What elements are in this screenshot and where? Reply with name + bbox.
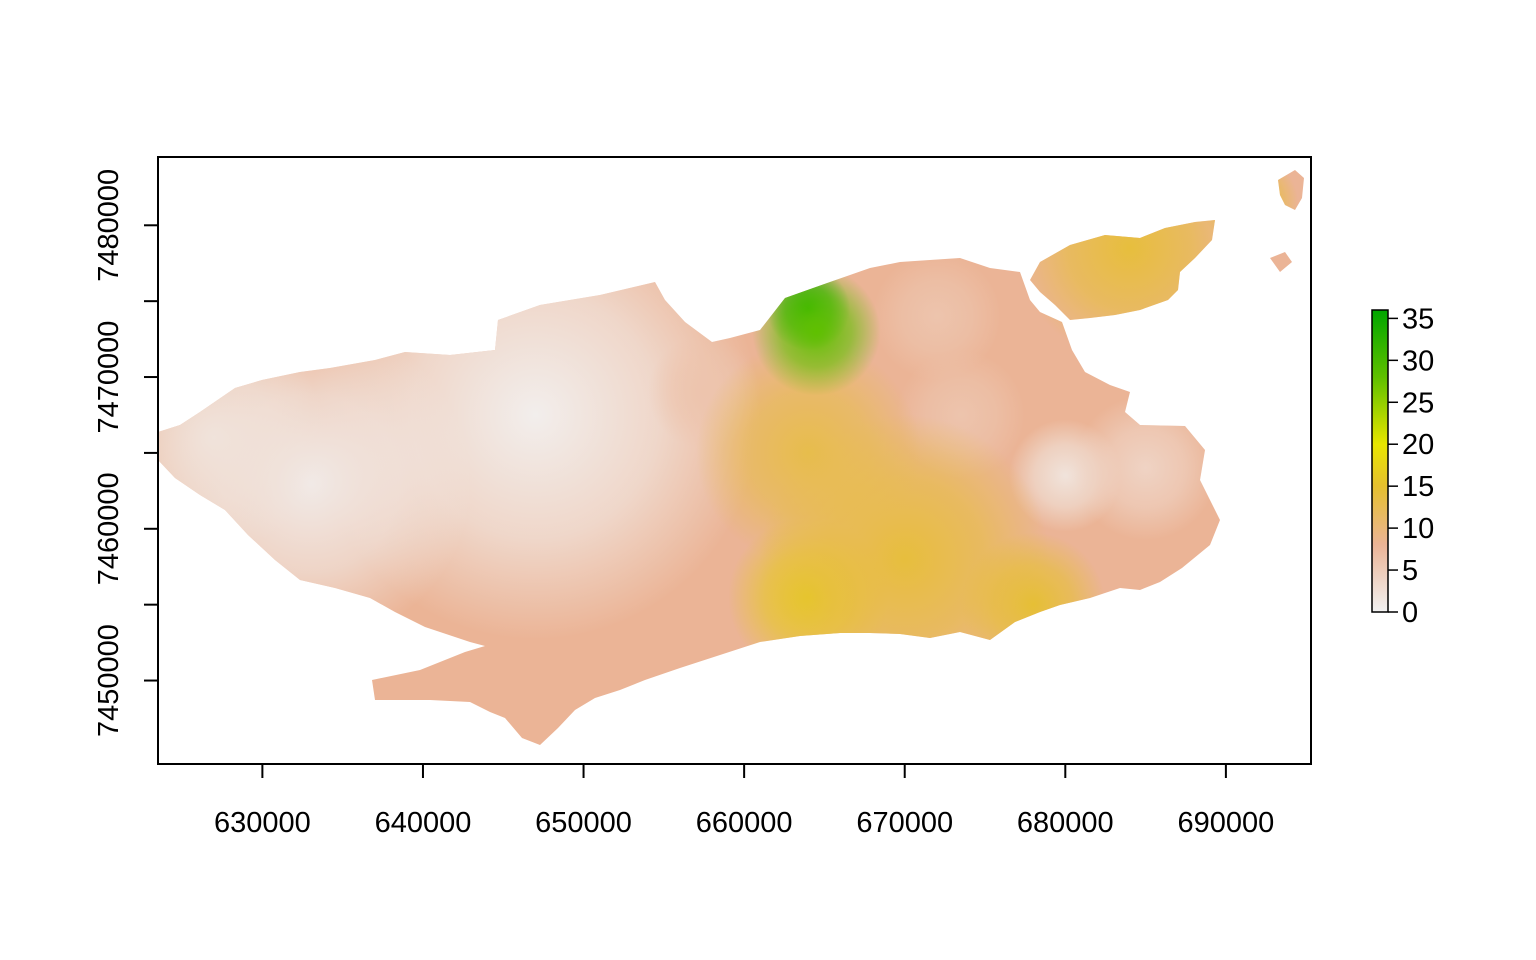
legend-tick-label: 35 <box>1402 303 1434 335</box>
surface-hotspot <box>1017 170 1242 361</box>
color-legend: 0 5 10 15 20 25 30 35 <box>1371 303 1434 629</box>
legend-tick-label: 0 <box>1402 597 1418 629</box>
surface-hotspot <box>1073 395 1218 541</box>
legend-tick-label: 30 <box>1402 345 1434 377</box>
x-tick-label: 640000 <box>375 807 472 839</box>
surface-hotspot <box>960 532 1106 677</box>
x-axis: 630000 640000 650000 660000 670000 680000 6900… <box>214 763 1274 839</box>
legend-tick-label: 25 <box>1402 387 1434 419</box>
x-tick-label: 680000 <box>1017 807 1114 839</box>
interpolated-surface <box>158 170 1304 745</box>
y-axis: 7450000 7460000 7470000 7480000 <box>93 169 159 737</box>
x-tick-label: 690000 <box>1177 807 1274 839</box>
y-tick-label: 7460000 <box>93 472 125 585</box>
legend-color-bar <box>1371 309 1389 613</box>
y-tick-label: 7470000 <box>93 321 125 434</box>
legend-tick-label: 10 <box>1402 513 1434 545</box>
x-tick-label: 660000 <box>696 807 793 839</box>
surface-hotspot <box>872 252 1002 381</box>
x-tick-label: 650000 <box>535 807 632 839</box>
x-tick-label: 670000 <box>856 807 953 839</box>
y-tick-label: 7480000 <box>93 169 125 282</box>
y-tick-label: 7450000 <box>93 624 125 737</box>
legend-tick-label: 15 <box>1402 471 1434 503</box>
x-tick-label: 630000 <box>214 807 311 839</box>
surface-hotspot <box>158 325 327 551</box>
surface-hotspot <box>1201 170 1299 251</box>
surface-hotspot <box>752 267 881 396</box>
surface-hotspot <box>695 340 921 566</box>
legend-tick-label: 5 <box>1402 555 1418 587</box>
legend-tick-label: 20 <box>1402 429 1434 461</box>
